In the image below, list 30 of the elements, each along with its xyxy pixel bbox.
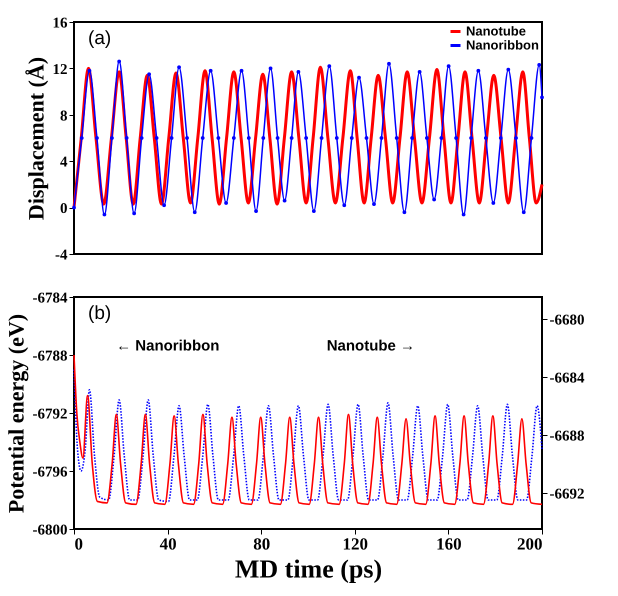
annotation: (a) bbox=[88, 28, 112, 50]
x-tick-label: 120 bbox=[342, 534, 368, 554]
y-tick-label: -6792 bbox=[32, 406, 68, 422]
annotation: Nanotube → bbox=[326, 338, 416, 355]
y-tick-label: -4 bbox=[55, 248, 68, 264]
y2-tick-label: -6692 bbox=[550, 486, 584, 502]
y-tick-label: -6788 bbox=[32, 348, 68, 364]
x-tick-label: 80 bbox=[253, 534, 270, 554]
y2-tick-label: -6680 bbox=[550, 312, 584, 328]
x-tick-label: 160 bbox=[436, 534, 462, 554]
y-tick-label: 4 bbox=[60, 154, 68, 171]
y-tick-label: -6800 bbox=[32, 522, 68, 538]
y-tick-label: 0 bbox=[60, 201, 68, 218]
y2-tick-label: -6684 bbox=[550, 370, 585, 386]
annotation: (b) bbox=[88, 303, 112, 324]
y-axis-title: Displacement (Å) bbox=[24, 56, 48, 220]
legend-label: Nanoribbon bbox=[466, 38, 539, 52]
legend-label: Nanotube bbox=[466, 24, 526, 38]
y-tick-label: 8 bbox=[60, 108, 68, 124]
y-tick-label: -6796 bbox=[32, 464, 68, 480]
x-axis-title: MD time (ps) bbox=[234, 554, 382, 584]
annotation: ← Nanoribbon bbox=[116, 338, 220, 355]
y-tick-label: -6784 bbox=[32, 290, 68, 306]
x-tick-label: 0 bbox=[74, 534, 83, 554]
y-tick-label: 16 bbox=[52, 16, 68, 32]
y-axis-title: Potential energy (eV) bbox=[4, 314, 29, 514]
y-tick-label: 12 bbox=[52, 62, 68, 78]
x-tick-label: 40 bbox=[160, 534, 177, 554]
y2-tick-label: -6688 bbox=[550, 428, 584, 444]
x-tick-label: 200 bbox=[517, 534, 542, 554]
